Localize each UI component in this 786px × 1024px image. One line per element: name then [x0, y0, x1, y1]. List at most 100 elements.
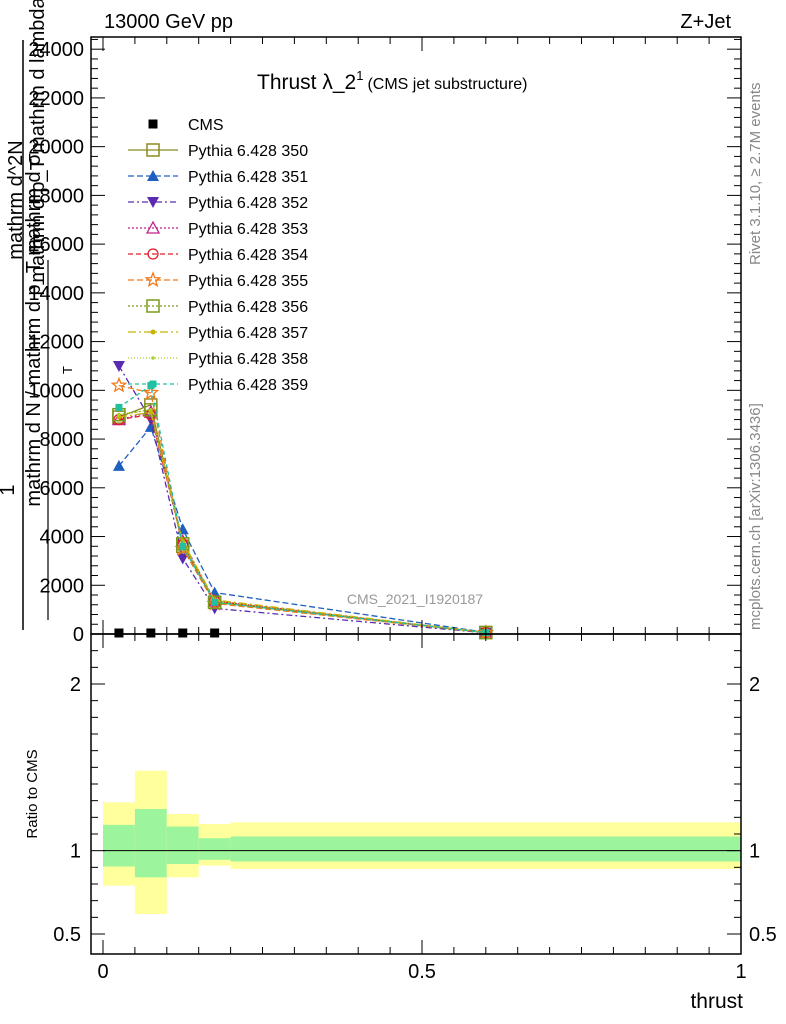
ratio-uncertainty-bands [103, 770, 741, 914]
ylabel-denominator-outer: mathrm d N / mathrm d p_T mathrm d σ [23, 153, 45, 507]
ratio-y-tick-label: 1 [70, 841, 81, 863]
legend-item: Pythia 6.428 358 [128, 351, 308, 368]
data-point [179, 542, 187, 550]
legend-item: Pythia 6.428 351 [128, 169, 308, 186]
legend-item: Pythia 6.428 352 [128, 195, 308, 212]
legend-label: Pythia 6.428 350 [188, 143, 308, 160]
legend-label: Pythia 6.428 351 [188, 169, 308, 186]
data-point [210, 628, 220, 638]
title-sub: (CMS jet substructure) [367, 76, 527, 93]
legend-marker [147, 197, 159, 208]
data-point [207, 595, 222, 610]
legend-label: Pythia 6.428 353 [188, 221, 308, 238]
x-tick-labels: 0 0.5 1 [97, 961, 746, 983]
ylabel-denominator-inner: mathrm d p_T mathrm d lambda [27, 0, 49, 283]
y-tick-label: 10000 [28, 380, 84, 402]
title-superscript: 1 [356, 68, 363, 83]
data-point [117, 412, 121, 417]
y-tick-label: 4000 [40, 527, 85, 549]
ratio-inner-band [198, 838, 231, 860]
series-line [118, 365, 486, 634]
series-line [118, 384, 486, 634]
legend-item: Pythia 6.428 353 [128, 220, 308, 238]
series-line [118, 409, 486, 634]
legend-item: Pythia 6.428 350 [128, 143, 308, 160]
data-point [211, 598, 219, 606]
main-y-axis-label: 1 mathrm d N / mathrm d p_T mathrm d σ m… [0, 0, 75, 630]
x-tick-label: 0 [97, 961, 108, 983]
legend-label: Pythia 6.428 355 [188, 273, 308, 290]
chart-title: Thrust λ_21 (CMS jet substructure) [257, 68, 528, 94]
legend-marker [145, 220, 161, 234]
y-tick-label: 24000 [28, 39, 84, 61]
data-point [142, 384, 160, 400]
data-point [144, 420, 157, 432]
y-tick-label: 16000 [28, 234, 84, 256]
data-point [174, 539, 192, 556]
data-point [112, 360, 125, 372]
watermark: CMS_2021_I1920187 [347, 591, 483, 607]
y-tick-label: 12000 [28, 332, 84, 354]
legend-label: Pythia 6.428 352 [188, 195, 308, 212]
ratio-y-tick-label: 2 [70, 674, 81, 696]
series-0 [114, 628, 491, 638]
legend-label: Pythia 6.428 354 [188, 247, 308, 264]
y-tick-label: 18000 [28, 185, 84, 207]
legend-label: Pythia 6.428 359 [188, 377, 308, 394]
data-point [146, 628, 156, 638]
ylabel-subscript: T [60, 366, 75, 374]
legend-item: Pythia 6.428 355 [128, 271, 308, 290]
data-point [178, 628, 188, 638]
ratio-y-tick-labels: 0.5 0.5 1 1 2 2 [53, 674, 777, 946]
x-tick-label: 0.5 [408, 961, 436, 983]
legend-marker [146, 299, 160, 313]
legend: CMS Pythia 6.428 350 Pythia 6.428 351 Pythi… [128, 117, 308, 394]
ratio-axis-ticks [91, 634, 742, 954]
ratio-inner-band [230, 836, 741, 862]
legend-marker [150, 329, 156, 335]
data-point [112, 459, 125, 471]
legend-label: CMS [188, 117, 224, 134]
y-tick-label: 14000 [28, 283, 84, 305]
ylabel-numerator-inner: mathrm d^2N [5, 140, 27, 259]
data-point [110, 376, 128, 393]
header-process: Z+Jet [680, 11, 731, 33]
ratio-y-axis-label: Ratio to CMS [24, 749, 41, 838]
legend-marker [151, 356, 155, 360]
x-axis-label: thrust [690, 990, 743, 1013]
ratio-inner-band [134, 809, 167, 878]
data-point [114, 628, 124, 638]
ratio-inner-band [166, 826, 199, 864]
title-main: Thrust λ_2 [257, 71, 356, 94]
legend-item: Pythia 6.428 356 [128, 299, 308, 316]
legend-label: Pythia 6.428 358 [188, 351, 308, 368]
mcplots-label: mcplots.cern.ch [arXiv:1306.3436] [747, 403, 764, 630]
y-tick-label: 22000 [28, 88, 84, 110]
main-axis-ticks [91, 37, 742, 635]
legend-marker [148, 119, 158, 129]
x-tick-label: 1 [735, 961, 746, 983]
ratio-y-tick-label-right: 2 [749, 674, 760, 696]
legend-item: Pythia 6.428 359 [128, 377, 308, 394]
y-tick-label: 6000 [40, 478, 85, 500]
legend-item: CMS [148, 117, 224, 134]
y-tick-label: 2000 [40, 575, 85, 597]
ratio-plot-frame [90, 633, 742, 955]
data-point [176, 553, 189, 565]
legend-marker [147, 248, 159, 260]
legend-item: Pythia 6.428 354 [128, 247, 308, 264]
ratio-y-tick-label: 0.5 [53, 924, 81, 946]
main-y-tick-labels: 0 2000 4000 6000 8000 10000 12000 14000 16000 180… [28, 39, 84, 646]
ratio-y-tick-label-right: 1 [749, 841, 760, 863]
y-tick-label: 20000 [28, 137, 84, 159]
data-point [115, 403, 123, 411]
y-tick-label: 0 [73, 624, 84, 646]
legend-marker [144, 271, 162, 288]
legend-item: Pythia 6.428 357 [128, 325, 308, 342]
legend-label: Pythia 6.428 357 [188, 325, 308, 342]
legend-marker [146, 143, 160, 157]
legend-label: Pythia 6.428 356 [188, 299, 308, 316]
ylabel-one: 1 [0, 484, 19, 495]
series-line [118, 413, 486, 634]
